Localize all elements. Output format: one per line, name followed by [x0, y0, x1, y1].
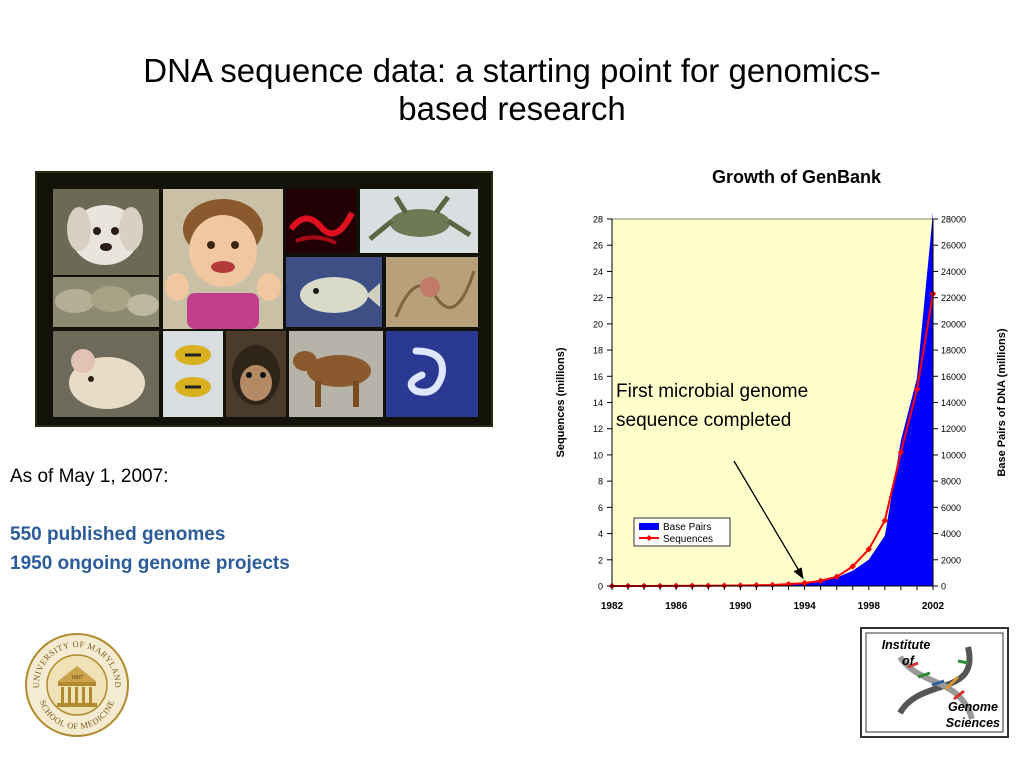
sequences-point: [801, 579, 808, 587]
ongoing-projects-count: 1950 ongoing genome projects: [10, 553, 290, 574]
right-axis-tick-label: 26000: [941, 241, 966, 251]
sequences-point: [849, 563, 856, 570]
right-axis-title: Base Pairs of DNA (millions): [996, 328, 1008, 476]
right-axis-tick-label: 14000: [941, 398, 966, 408]
igs-line-institute: Institute: [882, 638, 931, 652]
right-axis-tick-label: 24000: [941, 267, 966, 277]
slide-title-line-2: based research: [398, 90, 626, 127]
chimp-photo: [226, 331, 286, 417]
x-axis-tick-label: 1986: [665, 601, 688, 612]
right-axis-tick-label: 8000: [941, 477, 961, 487]
left-axis-tick-label: 28: [593, 215, 603, 225]
x-axis-tick-label: 1998: [858, 601, 881, 612]
right-axis-tick-label: 10000: [941, 450, 966, 460]
igs-line-of: of: [902, 654, 916, 668]
plant-photo: [386, 257, 478, 327]
right-axis-tick-label: 18000: [941, 346, 966, 356]
slide-title-line-1: DNA sequence data: a starting point for …: [143, 52, 881, 89]
left-axis-tick-label: 16: [593, 372, 603, 382]
left-axis-tick-label: 12: [593, 424, 603, 434]
left-axis-tick-label: 0: [598, 582, 603, 592]
oysters-photo: [53, 277, 159, 327]
annotation-line-2: sequence completed: [616, 410, 791, 431]
right-axis-tick-label: 4000: [941, 529, 961, 539]
seal-year: 1807: [71, 675, 83, 681]
left-axis-tick-label: 20: [593, 319, 603, 329]
red-tissue-photo: [286, 189, 356, 253]
calf-photo: [289, 331, 383, 417]
series-base-pairs-area: [612, 212, 933, 586]
published-genomes-count: 550 published genomes: [10, 524, 226, 545]
as-of-date: As of May 1, 2007:: [10, 466, 169, 487]
legend-sequences-marker: [646, 535, 652, 541]
dog-photo: [53, 189, 159, 275]
right-axis-tick-label: 20000: [941, 319, 966, 329]
child-photo: [163, 189, 283, 329]
right-axis-tick-label: 28000: [941, 215, 966, 225]
organism-photo-collage: [35, 171, 493, 427]
slide-title: DNA sequence data: a starting point for …: [0, 52, 1024, 128]
annotation-arrow-head: [793, 567, 804, 580]
institute-genome-sciences-logo: Institute of Genome Sciences: [860, 627, 1009, 738]
worm-photo: [386, 331, 478, 417]
legend-sequences-label: Sequences: [663, 534, 713, 545]
left-axis-tick-label: 10: [593, 450, 603, 460]
right-axis-tick-label: 6000: [941, 503, 961, 513]
annotation-arrow-line: [733, 460, 802, 574]
chart-legend: [633, 517, 731, 547]
left-axis-tick-label: 24: [593, 267, 603, 277]
genbank-chart-svg: Growth of GenBank02468101214161820222426…: [555, 167, 1008, 612]
sequences-point: [737, 582, 744, 589]
igs-line-sciences: Sciences: [946, 716, 1000, 730]
genome-stats: As of May 1, 2007: 550 published genomes…: [10, 462, 290, 578]
frog-photo: [360, 189, 478, 253]
left-axis-tick-label: 22: [593, 293, 603, 303]
pufferfish-photo: [286, 257, 382, 327]
left-axis-title: Sequences (millions): [555, 347, 567, 457]
legend-base-pairs-label: Base Pairs: [663, 522, 711, 533]
x-axis-tick-label: 1982: [601, 601, 624, 612]
sequences-point: [769, 581, 776, 589]
chart-title: Growth of GenBank: [712, 167, 882, 187]
right-axis-tick-label: 16000: [941, 372, 966, 382]
x-axis-tick-label: 1990: [729, 601, 752, 612]
university-seal-logo: UNIVERSITY OF MARYLAND SCHOOL OF MEDICIN…: [24, 632, 130, 738]
left-axis-tick-label: 18: [593, 346, 603, 356]
mouse-photo: [53, 331, 159, 417]
left-axis-tick-label: 8: [598, 477, 603, 487]
genbank-growth-chart: Growth of GenBank 0 2 4 6 8 10 12 14 16 18 20 22 24 26…: [540, 155, 1024, 625]
right-axis-tick-label: 12000: [941, 424, 966, 434]
left-axis-tick-label: 26: [593, 241, 603, 251]
left-axis-tick-label: 6: [598, 503, 603, 513]
annotation-line-1: First microbial genome: [616, 381, 808, 402]
right-axis-tick-label: 2000: [941, 555, 961, 565]
sequences-point: [897, 449, 905, 456]
left-axis-tick-label: 14: [593, 398, 603, 408]
left-axis-tick-label: 4: [598, 529, 603, 539]
x-axis-tick-label: 2002: [922, 601, 945, 612]
bees-photo: [163, 331, 223, 417]
right-axis-tick-label: 22000: [941, 293, 966, 303]
right-axis-tick-label: 0: [941, 582, 946, 592]
legend-base-pairs-swatch: [639, 523, 659, 530]
left-axis-tick-label: 2: [598, 555, 603, 565]
x-axis-tick-label: 1994: [793, 601, 816, 612]
igs-line-genome: Genome: [948, 700, 998, 714]
